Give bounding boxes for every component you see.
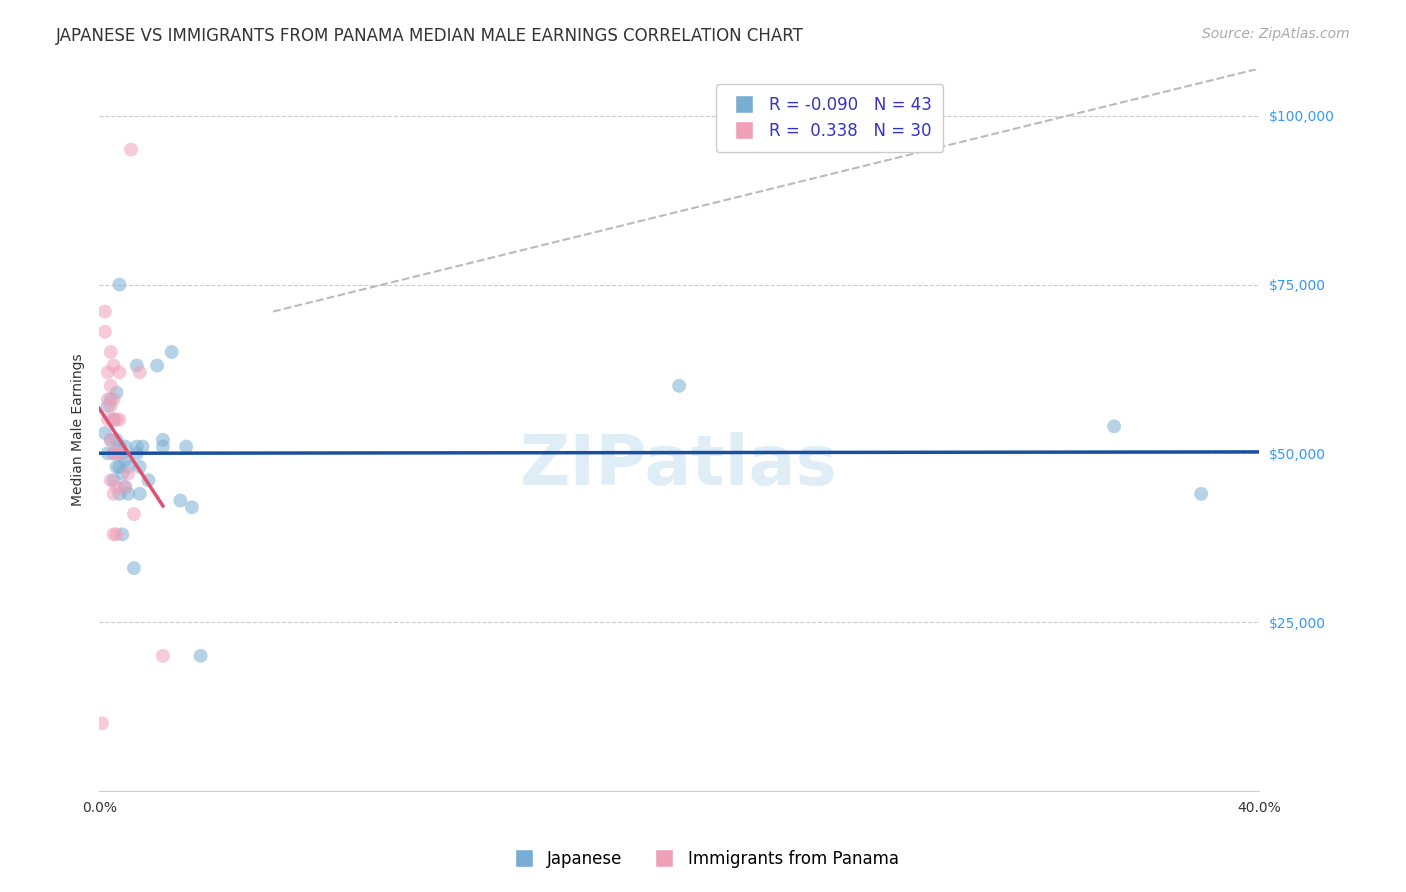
Point [117, 487, 139, 501]
Point [105, 412, 128, 426]
Point [105, 459, 128, 474]
Point [131, 440, 153, 454]
Point [152, 433, 174, 447]
Point [100, 399, 122, 413]
Point [125, 359, 148, 373]
Point [190, 648, 212, 663]
Point [128, 487, 150, 501]
Point [103, 473, 125, 487]
Point [169, 493, 191, 508]
Point [94, 325, 117, 339]
Point [100, 392, 122, 407]
Point [122, 561, 145, 575]
Point [114, 440, 136, 454]
Point [108, 487, 131, 501]
Point [111, 446, 134, 460]
Point [100, 379, 122, 393]
Point [103, 359, 125, 373]
Point [108, 459, 131, 474]
Point [138, 473, 160, 487]
Point [97, 399, 120, 413]
Point [114, 480, 136, 494]
Point [108, 446, 131, 460]
Point [103, 487, 125, 501]
Point [94, 304, 117, 318]
Point [100, 473, 122, 487]
Point [105, 527, 128, 541]
Point [105, 385, 128, 400]
Point [114, 453, 136, 467]
Point [108, 365, 131, 379]
Point [103, 446, 125, 460]
Point [100, 345, 122, 359]
Point [114, 480, 136, 494]
Point [91, 716, 114, 731]
Point [103, 527, 125, 541]
Y-axis label: Median Male Earnings: Median Male Earnings [72, 353, 86, 506]
Legend: Japanese, Immigrants from Panama: Japanese, Immigrants from Panama [501, 844, 905, 875]
Legend: R = -0.090   N = 43, R =  0.338   N = 30: R = -0.090 N = 43, R = 0.338 N = 30 [716, 84, 943, 152]
Point [160, 345, 183, 359]
Point [125, 446, 148, 460]
Text: Source: ZipAtlas.com: Source: ZipAtlas.com [1202, 27, 1350, 41]
Point [97, 446, 120, 460]
Point [146, 359, 169, 373]
Point [111, 467, 134, 481]
Point [128, 459, 150, 474]
Point [100, 433, 122, 447]
Point [97, 365, 120, 379]
Point [111, 527, 134, 541]
Point [103, 446, 125, 460]
Point [152, 648, 174, 663]
Text: ZIPatlas: ZIPatlas [520, 433, 838, 500]
Point [105, 480, 128, 494]
Point [105, 433, 128, 447]
Point [174, 440, 197, 454]
Point [108, 440, 131, 454]
Point [117, 459, 139, 474]
Point [108, 277, 131, 292]
Point [181, 500, 204, 515]
Point [97, 412, 120, 426]
Point [668, 379, 690, 393]
Point [103, 392, 125, 407]
Point [108, 412, 131, 426]
Point [94, 425, 117, 440]
Point [97, 392, 120, 407]
Point [117, 467, 139, 481]
Point [103, 412, 125, 426]
Text: JAPANESE VS IMMIGRANTS FROM PANAMA MEDIAN MALE EARNINGS CORRELATION CHART: JAPANESE VS IMMIGRANTS FROM PANAMA MEDIA… [56, 27, 804, 45]
Point [103, 412, 125, 426]
Point [1189, 487, 1212, 501]
Point [120, 143, 142, 157]
Point [105, 446, 128, 460]
Point [122, 507, 145, 521]
Point [125, 440, 148, 454]
Point [128, 365, 150, 379]
Point [1102, 419, 1125, 434]
Point [152, 440, 174, 454]
Point [100, 433, 122, 447]
